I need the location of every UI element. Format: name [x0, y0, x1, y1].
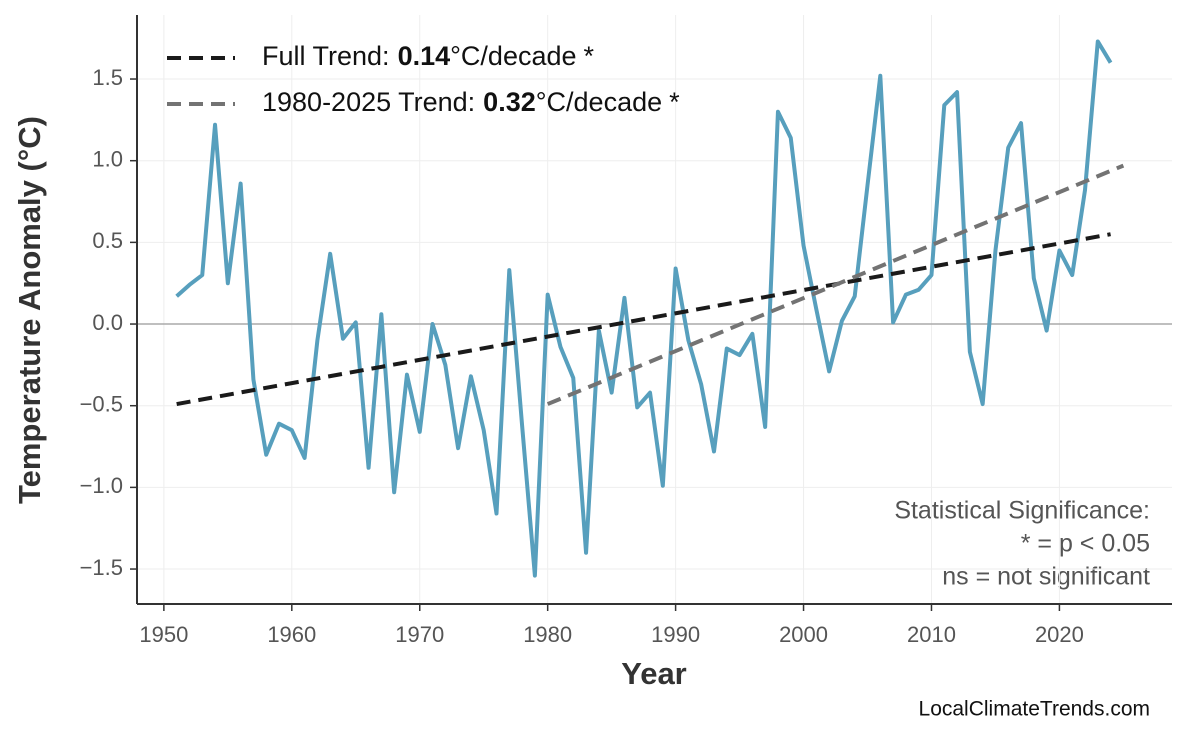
x-tick-label: 2000	[779, 622, 828, 647]
y-axis-title: Temperature Anomaly (°C)	[12, 116, 47, 504]
y-tick-label: −0.5	[80, 392, 123, 417]
y-tick-label: 0.0	[92, 310, 123, 335]
legend-entry: Full Trend: 0.14°C/decade *	[262, 41, 595, 71]
x-tick-label: 1980	[523, 622, 572, 647]
y-tick-label: 1.5	[92, 65, 123, 90]
x-tick-label: 2020	[1035, 622, 1084, 647]
x-tick-label: 1960	[267, 622, 316, 647]
annotation: * = p < 0.05	[1021, 530, 1150, 558]
annotation: Statistical Significance:	[894, 497, 1150, 525]
legend-significance: *	[584, 41, 595, 71]
legend-name: 1980-2025 Trend:	[262, 87, 475, 117]
data-line	[175, 39, 1113, 578]
x-tick-label: 2010	[907, 622, 956, 647]
legend-name: Full Trend:	[262, 41, 390, 71]
y-tick-label: 1.0	[92, 147, 123, 172]
annotation: ns = not significant	[942, 563, 1150, 591]
legend-slope: 0.14	[398, 41, 451, 71]
x-axis-title: Year	[621, 656, 687, 691]
legend-significance: *	[669, 87, 680, 117]
legend-entry: 1980-2025 Trend: 0.32°C/decade *	[262, 87, 680, 117]
y-tick-label: −1.5	[80, 555, 123, 580]
trend-line	[176, 232, 1111, 407]
watermark: LocalClimateTrends.com	[919, 698, 1150, 721]
y-tick-label: 0.5	[92, 228, 123, 253]
x-tick-label: 1950	[139, 622, 188, 647]
legend-unit: °C/decade	[450, 41, 576, 71]
x-tick-label: 1990	[651, 622, 700, 647]
y-tick-label: −1.0	[80, 473, 123, 498]
legend-unit: °C/decade	[536, 87, 662, 117]
trend-line	[546, 163, 1125, 406]
x-tick-label: 1970	[395, 622, 444, 647]
legend-slope: 0.32	[483, 87, 536, 117]
